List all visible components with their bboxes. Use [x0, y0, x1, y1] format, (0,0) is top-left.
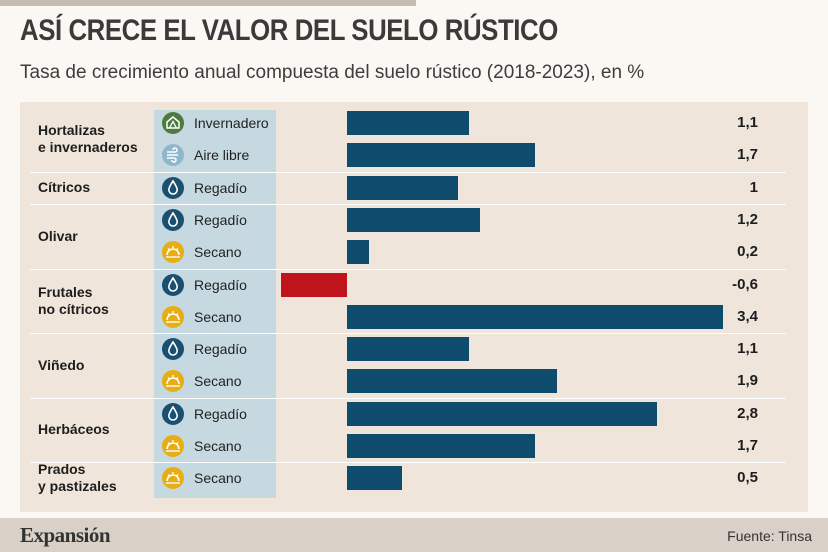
bar: [347, 466, 402, 490]
data-label: 1: [749, 179, 758, 196]
water-drop-icon: [162, 403, 184, 425]
chart-subtitle: Tasa de crecimiento anual compuesta del …: [20, 62, 645, 83]
data-label: 1,9: [737, 372, 758, 389]
group-separator: [30, 398, 786, 399]
source-note: Fuente: Tinsa: [727, 528, 812, 544]
group-separator: [30, 462, 786, 463]
row-label: Regadío: [194, 277, 247, 293]
greenhouse-icon: [162, 112, 184, 134]
group-separator: [30, 172, 786, 173]
chart-title: ASÍ CRECE EL VALOR DEL SUELO RÚSTICO: [20, 14, 558, 47]
data-label: 1,7: [737, 146, 758, 163]
data-label: 3,4: [737, 308, 758, 325]
water-drop-icon: [162, 338, 184, 360]
bar: [347, 434, 535, 458]
row-label: Secano: [194, 244, 242, 260]
row-label: Secano: [194, 438, 242, 454]
category-column-background: [154, 110, 276, 498]
data-label: -0,6: [732, 276, 758, 293]
data-label: 1,2: [737, 211, 758, 228]
group-label: Olivar: [38, 228, 78, 244]
row-label: Regadío: [194, 341, 247, 357]
data-label: 0,5: [737, 469, 758, 486]
sun-icon: [162, 306, 184, 328]
sun-icon: [162, 241, 184, 263]
bar: [347, 337, 469, 361]
data-label: 1,1: [737, 340, 758, 357]
data-label: 1,1: [737, 114, 758, 131]
water-drop-icon: [162, 177, 184, 199]
bar: [347, 305, 723, 329]
data-label: 2,8: [737, 405, 758, 422]
group-label: Frutales no cítricos: [38, 284, 109, 317]
bar: [347, 402, 657, 426]
group-separator: [30, 204, 786, 205]
row-label: Secano: [194, 470, 242, 486]
bar: [347, 369, 557, 393]
row-label: Aire libre: [194, 147, 250, 163]
data-label: 1,7: [737, 437, 758, 454]
group-label: Hortalizas e invernaderos: [38, 122, 138, 155]
bar: [347, 208, 480, 232]
sun-icon: [162, 467, 184, 489]
footer-bar: [0, 518, 828, 552]
sun-icon: [162, 435, 184, 457]
wind-icon: [162, 144, 184, 166]
brand-logo: Expansión: [20, 523, 111, 547]
data-label: 0,2: [737, 243, 758, 260]
group-separator: [30, 333, 786, 334]
top-accent-bar: [0, 0, 416, 6]
row-label: Regadío: [194, 212, 247, 228]
bar: [281, 273, 347, 297]
group-label: Herbáceos: [38, 421, 110, 437]
row-label: Regadío: [194, 406, 247, 422]
water-drop-icon: [162, 209, 184, 231]
water-drop-icon: [162, 274, 184, 296]
row-label: Secano: [194, 309, 242, 325]
bar: [347, 176, 458, 200]
row-label: Regadío: [194, 180, 247, 196]
group-label: Viñedo: [38, 357, 85, 373]
bar: [347, 240, 369, 264]
sun-icon: [162, 370, 184, 392]
row-label: Secano: [194, 373, 242, 389]
group-label: Prados y pastizales: [38, 461, 117, 494]
bar: [347, 143, 535, 167]
group-label: Cítricos: [38, 179, 91, 195]
group-separator: [30, 269, 786, 270]
row-label: Invernadero: [194, 115, 269, 131]
bar: [347, 111, 469, 135]
